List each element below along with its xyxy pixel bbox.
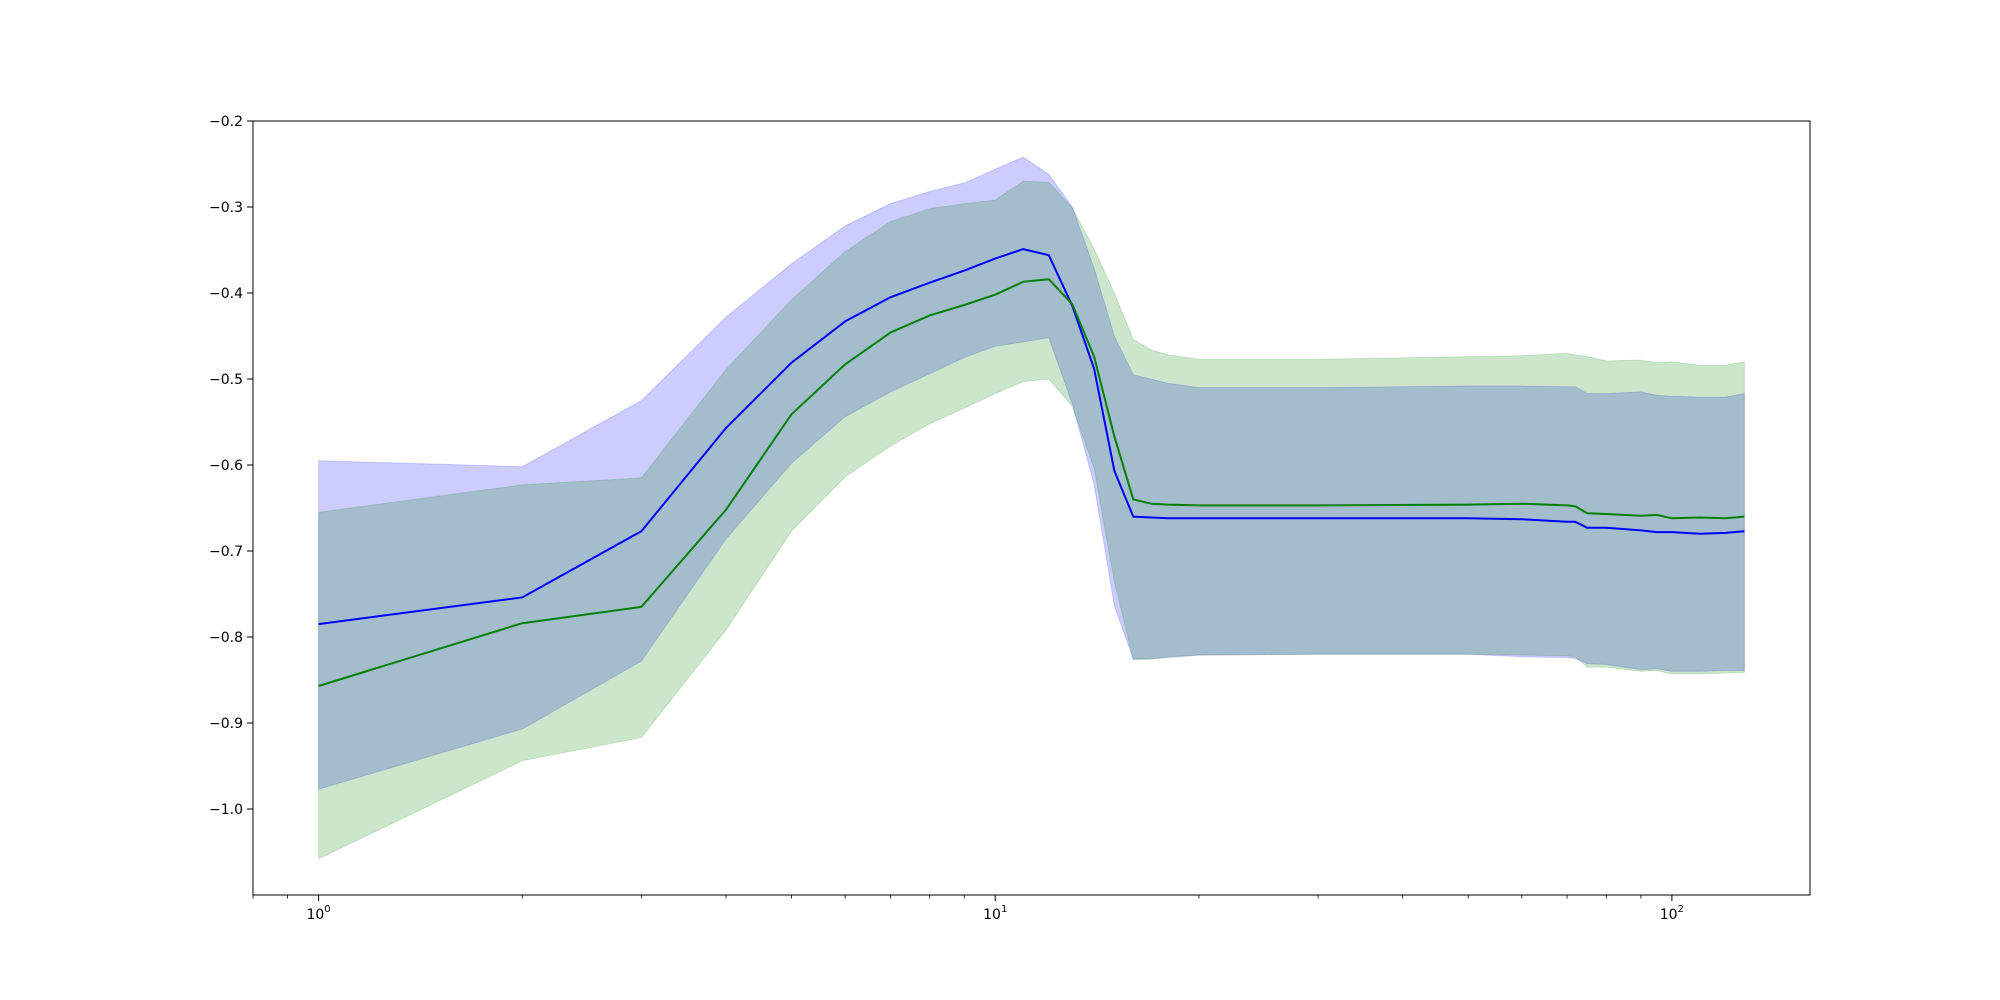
x-axis: 100 101 102	[252, 895, 1684, 923]
y-tick-label: −0.7	[209, 544, 243, 560]
x-tick-label: 102	[1660, 904, 1684, 923]
y-tick-label: −0.8	[209, 630, 243, 646]
band-series-2	[318, 180, 1745, 860]
y-tick-label: −0.2	[209, 114, 243, 130]
confidence-bands	[318, 156, 1745, 860]
line-series-2	[318, 278, 1745, 687]
y-tick-label: −0.4	[209, 286, 243, 302]
y-tick-label: −0.3	[209, 200, 243, 216]
y-tick-label: −1.0	[209, 802, 243, 818]
x-tick-label: 100	[306, 904, 330, 923]
line-series-1	[318, 248, 1745, 626]
band-series-1	[318, 156, 1745, 790]
y-tick-label: −0.9	[209, 716, 243, 732]
y-axis: −1.0 −0.9 −0.8 −0.7 −0.6 −0.5 −0.4 −0.3 −0.2	[209, 114, 253, 818]
plot-frame	[252, 120, 1811, 896]
mean-lines	[318, 248, 1745, 687]
x-tick-label: 101	[983, 904, 1007, 923]
y-tick-label: −0.6	[209, 458, 243, 474]
y-tick-label: −0.5	[209, 372, 243, 388]
